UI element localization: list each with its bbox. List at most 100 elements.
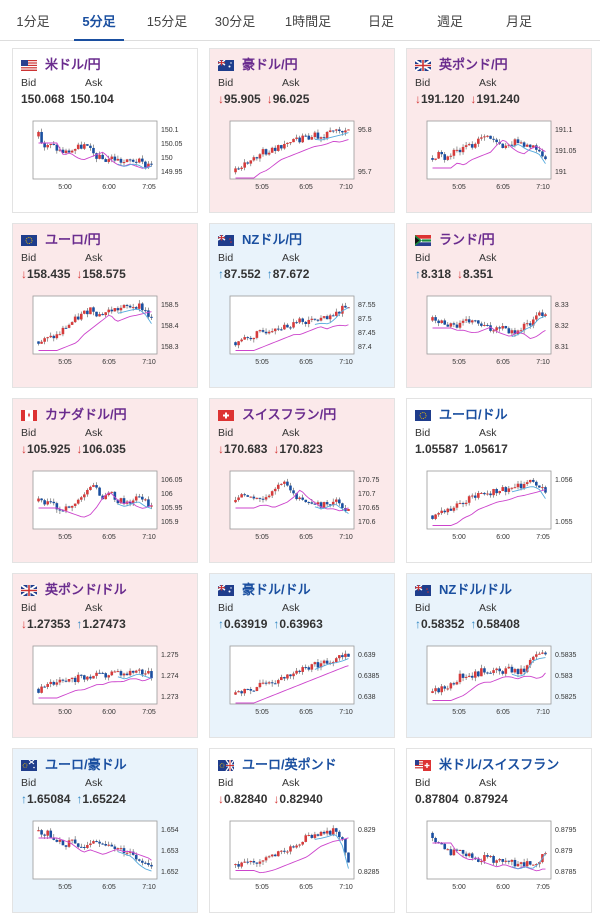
mini-candlestick-chart[interactable]: 0.829 0.8285 5:05 6:05 7:10 (216, 813, 390, 909)
y-tick-label: 1.653 (161, 848, 179, 855)
bid-value: 1.65084 (27, 792, 71, 806)
candle-body (480, 668, 483, 677)
candle-body (461, 146, 465, 153)
tab-1[interactable]: 5分足 (66, 0, 132, 41)
candle-body (446, 508, 450, 513)
candle-body (131, 159, 135, 162)
pair-name-link[interactable]: NZドル/円 (242, 232, 302, 247)
candle-body (255, 331, 259, 338)
pair-name-link[interactable]: 英ポンド/円 (439, 57, 508, 72)
rate-card[interactable]: 豪ドル/ドル Bid Ask ↑0.63919 ↑0.63963 0.639 0.6385 0… (209, 573, 395, 738)
candle-body (495, 668, 498, 671)
mini-candlestick-chart[interactable]: 106.05 106 105.95 105.9 5:05 6:05 7:10 (19, 463, 193, 559)
candle-body (446, 156, 450, 160)
candle-body (501, 487, 505, 492)
rate-card[interactable]: ユーロ/豪ドル Bid Ask ↑1.65084 ↑1.65224 1.654 1.653 1… (12, 748, 198, 913)
candle-body (73, 839, 77, 844)
x-tick-label: 6:00 (102, 709, 116, 716)
rate-card[interactable]: 英ポンド/ドル Bid Ask ↓1.27353 ↑1.27473 1.275 1.274 1… (12, 573, 198, 738)
bid-price: ↓95.905 (218, 92, 261, 106)
x-tick-label: 5:05 (452, 184, 466, 191)
candle-body (525, 323, 529, 325)
candle-body (507, 666, 511, 669)
pair-name-link[interactable]: スイスフラン/円 (242, 407, 337, 422)
candle-body (264, 497, 268, 500)
pair-name-link[interactable]: NZドル/ドル (439, 582, 512, 597)
plot-frame (426, 470, 552, 530)
candle-body (495, 860, 498, 863)
candle-body (440, 320, 443, 324)
rate-card[interactable]: ユーロ/ドル Bid Ask 1.05587 1.05617 1.056 1.055 5:00… (406, 398, 592, 563)
pair-name-link[interactable]: ユーロ/豪ドル (45, 757, 127, 772)
rate-card[interactable]: 米ドル/円 Bid Ask 150.068 150.104 150.1 150.05 150 1… (12, 48, 198, 213)
mini-candlestick-chart[interactable]: 0.8795 0.879 0.8785 5:00 6:00 7:05 (413, 813, 587, 909)
tab-3[interactable]: 30分足 (214, 13, 256, 29)
rate-card[interactable]: ランド/円 Bid Ask ↑8.318 ↓8.351 8.33 8.32 8.31 5:05 6… (406, 223, 592, 388)
mini-candlestick-chart[interactable]: 170.75 170.7 170.65 170.6 5:05 6:05 7:10 (216, 463, 390, 559)
rate-card[interactable]: カナダドル/円 Bid Ask ↓105.925 ↓106.035 106.05 106 10… (12, 398, 198, 563)
rate-card[interactable]: 豪ドル/円 Bid Ask ↓95.905 ↓96.025 95.8 95.7 5:05 6:0… (209, 48, 395, 213)
pair-name-link[interactable]: ランド/円 (439, 232, 495, 247)
mini-candlestick-chart[interactable]: 8.33 8.32 8.31 5:05 6:05 7:10 (413, 288, 587, 384)
rate-card[interactable]: 米ドル/スイスフラン Bid Ask 0.87804 0.87924 0.8795 0.87… (406, 748, 592, 913)
rate-card[interactable]: 英ポンド/円 Bid Ask ↓191.120 ↓191.240 191.1 191.05 1… (406, 48, 592, 213)
candle-body (98, 314, 101, 317)
x-tick-label: 7:05 (142, 184, 156, 191)
candle-body (37, 131, 40, 137)
down-arrow-icon: ↓ (76, 267, 83, 281)
candle-body (338, 311, 341, 314)
rate-card[interactable]: ユーロ/英ポンド Bid Ask ↓0.82840 ↓0.82940 0.829 0.828… (209, 748, 395, 913)
tab-5[interactable]: 日足 (367, 13, 394, 29)
candle-body (334, 129, 338, 131)
tab-6[interactable]: 週足 (436, 13, 463, 29)
moving-average-line-2 (511, 486, 546, 499)
pair-name-link[interactable]: 米ドル/スイスフラン (439, 757, 560, 772)
mini-candlestick-chart[interactable]: 95.8 95.7 5:05 6:05 7:10 (216, 113, 390, 209)
tab-7[interactable]: 月足 (505, 13, 532, 29)
pair-name-link[interactable]: ユーロ/円 (45, 232, 101, 247)
pair-name-link[interactable]: 豪ドル/円 (242, 57, 298, 72)
pair-name-link[interactable]: 米ドル/円 (45, 57, 101, 72)
tab-2[interactable]: 15分足 (146, 13, 188, 29)
mini-candlestick-chart[interactable]: 191.1 191.05 191 5:05 6:05 7:10 (413, 113, 587, 209)
candle-body (538, 312, 541, 316)
candle-body (289, 327, 292, 329)
tab-4[interactable]: 1時間足 (284, 13, 332, 29)
pair-name-link[interactable]: カナダドル/円 (45, 407, 127, 422)
x-tick-label: 6:05 (102, 534, 116, 541)
mini-candlestick-chart[interactable]: 1.275 1.274 1.273 5:00 6:00 7:05 (19, 638, 193, 734)
candle-body (516, 483, 520, 488)
rate-card[interactable]: NZドル/円 Bid Ask ↑87.552 ↑87.672 87.55 87.5 87.45… (209, 223, 395, 388)
candle-body (76, 144, 80, 150)
pair-name-link[interactable]: ユーロ/英ポンド (242, 757, 337, 772)
candle-body (95, 311, 98, 317)
ask-label: Ask (479, 252, 497, 264)
mini-candlestick-chart[interactable]: 87.55 87.5 87.45 87.4 5:05 6:05 7:10 (216, 288, 390, 384)
candle-body (289, 846, 292, 852)
pair-name-link[interactable]: 英ポンド/ドル (45, 582, 127, 597)
mini-candlestick-chart[interactable]: 150.1 150.05 150 149.95 5:00 6:00 7:05 (19, 113, 193, 209)
candle-body (252, 690, 256, 692)
mini-candlestick-chart[interactable]: 1.654 1.653 1.652 5:05 6:05 7:10 (19, 813, 193, 909)
pair-name-link[interactable]: 豪ドル/ドル (242, 582, 311, 597)
candle-body (455, 849, 459, 851)
candle-body (55, 144, 59, 151)
rate-card[interactable]: スイスフラン/円 Bid Ask ↓170.683 ↓170.823 170.75 170.… (209, 398, 395, 563)
candle-body (70, 322, 74, 325)
candle-body (458, 149, 462, 153)
rate-card[interactable]: ユーロ/円 Bid Ask ↓158.435 ↓158.575 158.5 158.4 158… (12, 223, 198, 388)
mini-candlestick-chart[interactable]: 0.5835 0.583 0.5825 5:05 6:05 7:10 (413, 638, 587, 734)
plot-frame (229, 645, 355, 705)
mini-candlestick-chart[interactable]: 158.5 158.4 158.3 5:05 6:05 7:10 (19, 288, 193, 384)
candle-body (276, 484, 280, 489)
candle-body (316, 662, 320, 668)
pair-name-link[interactable]: ユーロ/ドル (439, 407, 508, 422)
tab-0[interactable]: 1分足 (16, 13, 50, 29)
x-tick-label: 6:05 (299, 184, 313, 191)
mini-candlestick-chart[interactable]: 0.639 0.6385 0.638 5:05 6:05 7:10 (216, 638, 390, 734)
ask-price: 1.05617 (464, 442, 507, 456)
mini-candlestick-chart[interactable]: 1.056 1.055 5:00 6:00 7:05 (413, 463, 587, 559)
rate-card[interactable]: NZドル/ドル Bid Ask ↑0.58352 ↑0.58408 0.5835 0.583… (406, 573, 592, 738)
candle-body (541, 151, 544, 157)
moving-average-line-2 (511, 853, 546, 870)
